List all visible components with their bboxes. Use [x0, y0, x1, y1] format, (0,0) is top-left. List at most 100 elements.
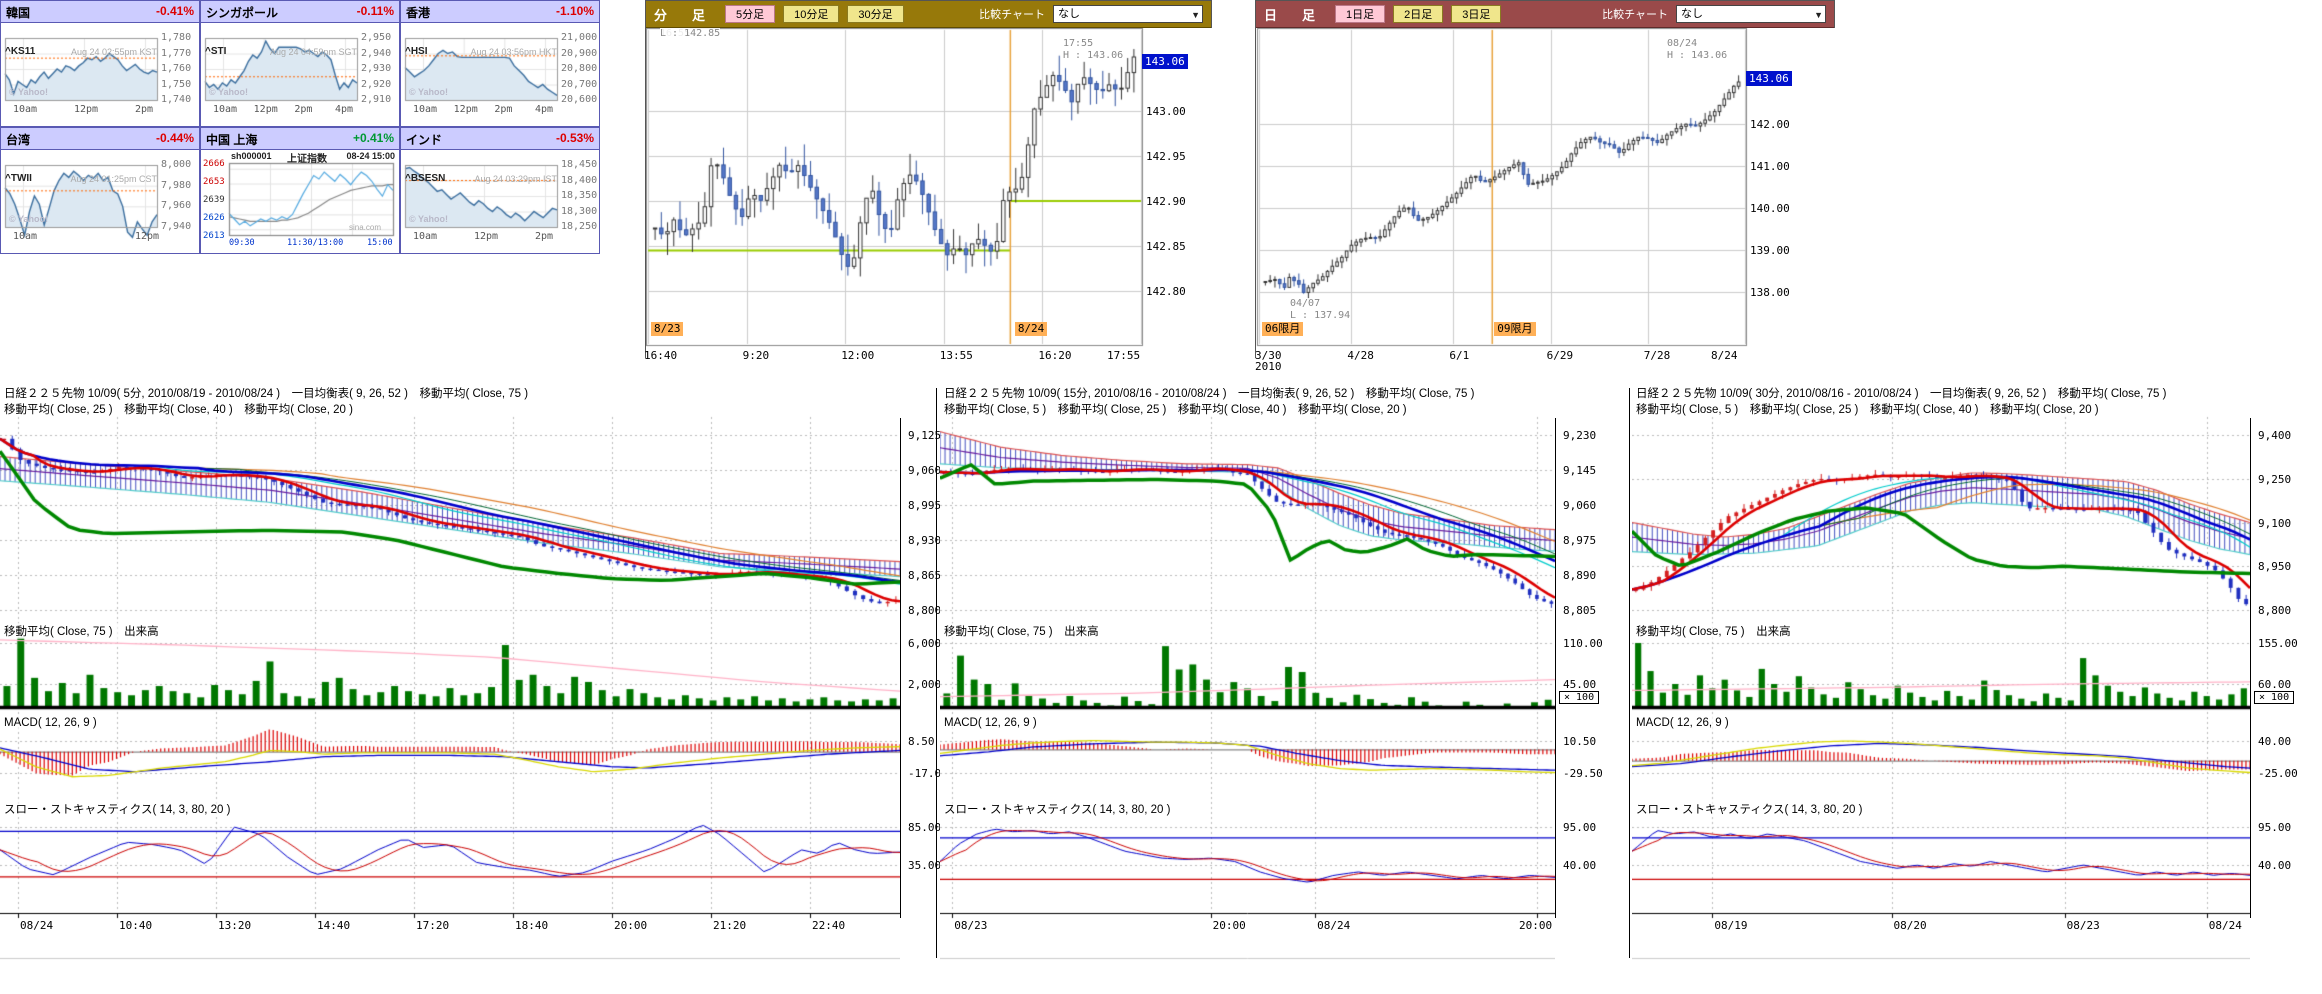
y-axis-label: 20,900 — [561, 47, 598, 59]
stoch-axis-label: 35.00 — [908, 859, 942, 872]
x-axis-label: 8/24 — [1711, 349, 1738, 362]
mini-market-header: 台湾 -0.44% — [1, 128, 199, 150]
y-axis-label: 139.00 — [1750, 244, 1790, 257]
y-axis-label: 20,800 — [561, 63, 598, 74]
x-axis-label: 10am — [413, 231, 438, 242]
mini-market-body: ^STI Aug 24 04:59pm SGT 2,950 2,940 2,930 2,9… — [201, 22, 399, 126]
mini-market-3[interactable]: 香港 -1.10% ^HSI Aug 24 03:56pm HKT 21,000 20,9… — [400, 0, 600, 127]
button-10min[interactable]: 10分足 — [783, 5, 840, 23]
mini-market-4[interactable]: 台湾 -0.44% ^TWII Aug 24 01:25pm CST 8,000 7,98… — [0, 127, 200, 254]
market-timestamp: Aug 24 02:55pm KST — [70, 47, 157, 57]
volume-axis-label: 110.00 — [1563, 637, 1603, 650]
button-30min[interactable]: 30分足 — [847, 5, 904, 23]
button-1day[interactable]: 1日足 — [1335, 5, 1386, 23]
y-axis-label: 2626 — [203, 213, 225, 223]
low-annotation: 04/07 — [1290, 298, 1321, 309]
price-axis-label: 8,890 — [1563, 569, 1597, 582]
market-name: シンガポール — [206, 6, 279, 20]
y-axis-label: 18,300 — [561, 205, 598, 217]
index-name: 上证指数 — [287, 154, 327, 165]
button-3day[interactable]: 3日足 — [1451, 5, 1502, 23]
y-axis-label: 1,770 — [161, 47, 192, 59]
x-axis-label: 16:20 — [1038, 349, 1072, 362]
y-axis-label: 142.00 — [1750, 118, 1790, 131]
compare-select-daily[interactable]: なし ▼ — [1676, 5, 1826, 23]
x-axis-label: 12pm — [453, 104, 478, 115]
candlestick-canvas — [646, 28, 1213, 359]
button-5min[interactable]: 5分足 — [725, 5, 776, 23]
price-axis-label: 9,060 — [1563, 499, 1597, 512]
volume-axis-label: 60.00 — [2258, 678, 2292, 691]
current-price-box: 143.06 — [1142, 53, 1188, 69]
stoch-section-label: スロー・ストキャスティクス( 14, 3, 80, 20 ) — [1636, 801, 1863, 817]
market-symbol: ^TWII — [5, 173, 32, 184]
x-axis-label: 12:00 — [841, 349, 875, 362]
macd-section-label: MACD( 12, 26, 9 ) — [1636, 717, 1729, 729]
market-timestamp: 08-24 15:00 — [346, 151, 395, 161]
mini-market-header: 韓国 -0.41% — [1, 1, 199, 23]
market-timestamp: Aug 24 03:56pm HKT — [470, 47, 557, 57]
tech-panel-subtitle: 移動平均( Close, 5 ) 移動平均( Close, 25 ) 移動平均(… — [1636, 404, 2099, 416]
x-axis-label: 2pm — [294, 104, 313, 115]
market-change: -0.41% — [155, 4, 194, 18]
x-axis-label: 4/28 — [1347, 349, 1374, 362]
x-axis-label: 10am — [413, 104, 438, 115]
compare-select-daily-value: なし — [1681, 8, 1703, 20]
yahoo-watermark: © Yahoo! — [9, 87, 48, 97]
x-axis-label: 08/23 — [2066, 919, 2100, 932]
x-axis-label: 12pm — [253, 104, 278, 115]
minute-chart-body: 143.00 142.95 142.90 142.85 142.80 16:40 9:20 1… — [644, 28, 1213, 362]
x-axis-label: 16:40 — [644, 349, 678, 362]
x-axis-label: 2pm — [494, 104, 513, 115]
y-axis-label: 8,000 — [161, 159, 192, 170]
yahoo-watermark: © Yahoo! — [409, 87, 448, 97]
x-axis-label: 3/30 — [1255, 349, 1282, 362]
x-axis-label: 12pm — [135, 231, 160, 242]
compare-select-minute[interactable]: なし ▼ — [1053, 5, 1203, 23]
mini-market-header: シンガポール -0.11% — [201, 1, 399, 23]
x-axis-label: 17:55 — [1107, 349, 1141, 362]
volume-section-label: 移動平均( Close, 75 ) 出来高 — [4, 623, 159, 639]
times-100-badge: × 100 — [2254, 691, 2295, 704]
mini-market-body: ^HSI Aug 24 03:56pm HKT 21,000 20,900 20,800… — [401, 22, 599, 126]
price-axis-label: 9,060 — [908, 464, 942, 477]
sina-watermark: sina.com — [349, 223, 382, 232]
button-2day[interactable]: 2日足 — [1393, 5, 1444, 23]
chevron-down-icon: ▼ — [1191, 10, 1200, 20]
mini-market-1[interactable]: 韓国 -0.41% ^KS11 Aug 24 02:55pm KST 1,780 1,77… — [0, 0, 200, 127]
session-badge: 09限月 — [1494, 322, 1536, 336]
tech-panel-5min: 日経２２５先物 10/09( 5分, 2010/08/19 - 2010/08/… — [0, 383, 948, 994]
stoch-axis-label: 85.00 — [908, 821, 942, 834]
mini-market-body: ^KS11 Aug 24 02:55pm KST 1,780 1,770 1,760 1,… — [1, 22, 199, 126]
mini-market-2[interactable]: シンガポール -0.11% ^STI Aug 24 04:59pm SGT 2,950 2… — [200, 0, 400, 127]
y-axis-label: 2,950 — [361, 32, 392, 43]
y-axis-line — [2250, 418, 2251, 918]
volume-axis-label: 155.00 — [2258, 637, 2298, 650]
x-axis-label: 08/23 — [954, 919, 988, 932]
x-axis-label: 09:30 — [229, 238, 255, 248]
volume-axis-label: 45.00 — [1563, 678, 1597, 691]
x-axis-label: 10am — [213, 104, 238, 115]
price-axis-label: 9,250 — [2258, 472, 2292, 486]
tech-panel-subtitle: 移動平均( Close, 5 ) 移動平均( Close, 25 ) 移動平均(… — [944, 404, 1407, 416]
minute-chart-title: 分 足 — [654, 7, 712, 23]
mini-market-6[interactable]: インド -0.53% ^BSESN Aug 24 03:29pm IST 18,450 1… — [400, 127, 600, 254]
minute-chart-header: 分 足 5分足 10分足 30分足 比較チャート なし ▼ — [646, 1, 1211, 28]
mini-market-body: ^TWII Aug 24 01:25pm CST 8,000 7,980 7,960 7,… — [1, 149, 199, 253]
mini-market-5[interactable]: 中国 上海 +0.41% sh000001 上证指数 08-24 15:00 2666 26… — [200, 127, 400, 254]
y-axis-label: 142.90 — [1146, 195, 1186, 208]
y-axis-label: 1,780 — [161, 32, 192, 43]
market-symbol: ^HSI — [405, 46, 428, 57]
x-axis-label: 21:20 — [713, 919, 747, 932]
compare-chart-label: 比較チャート — [1602, 9, 1668, 21]
y-axis-label: 20,700 — [561, 78, 598, 90]
tech-panel-title: 日経２２５先物 10/09( 15分, 2010/08/16 - 2010/08… — [944, 388, 1475, 400]
yahoo-watermark: © Yahoo! — [9, 214, 48, 224]
stoch-section-label: スロー・ストキャスティクス( 14, 3, 80, 20 ) — [944, 801, 1171, 817]
mini-market-header: 香港 -1.10% — [401, 1, 599, 23]
mini-chart-canvas — [201, 22, 399, 126]
x-axis-label: 4pm — [335, 104, 354, 115]
x-axis-label: 20:00 — [1519, 919, 1553, 932]
price-axis-label: 9,145 — [1563, 464, 1597, 477]
